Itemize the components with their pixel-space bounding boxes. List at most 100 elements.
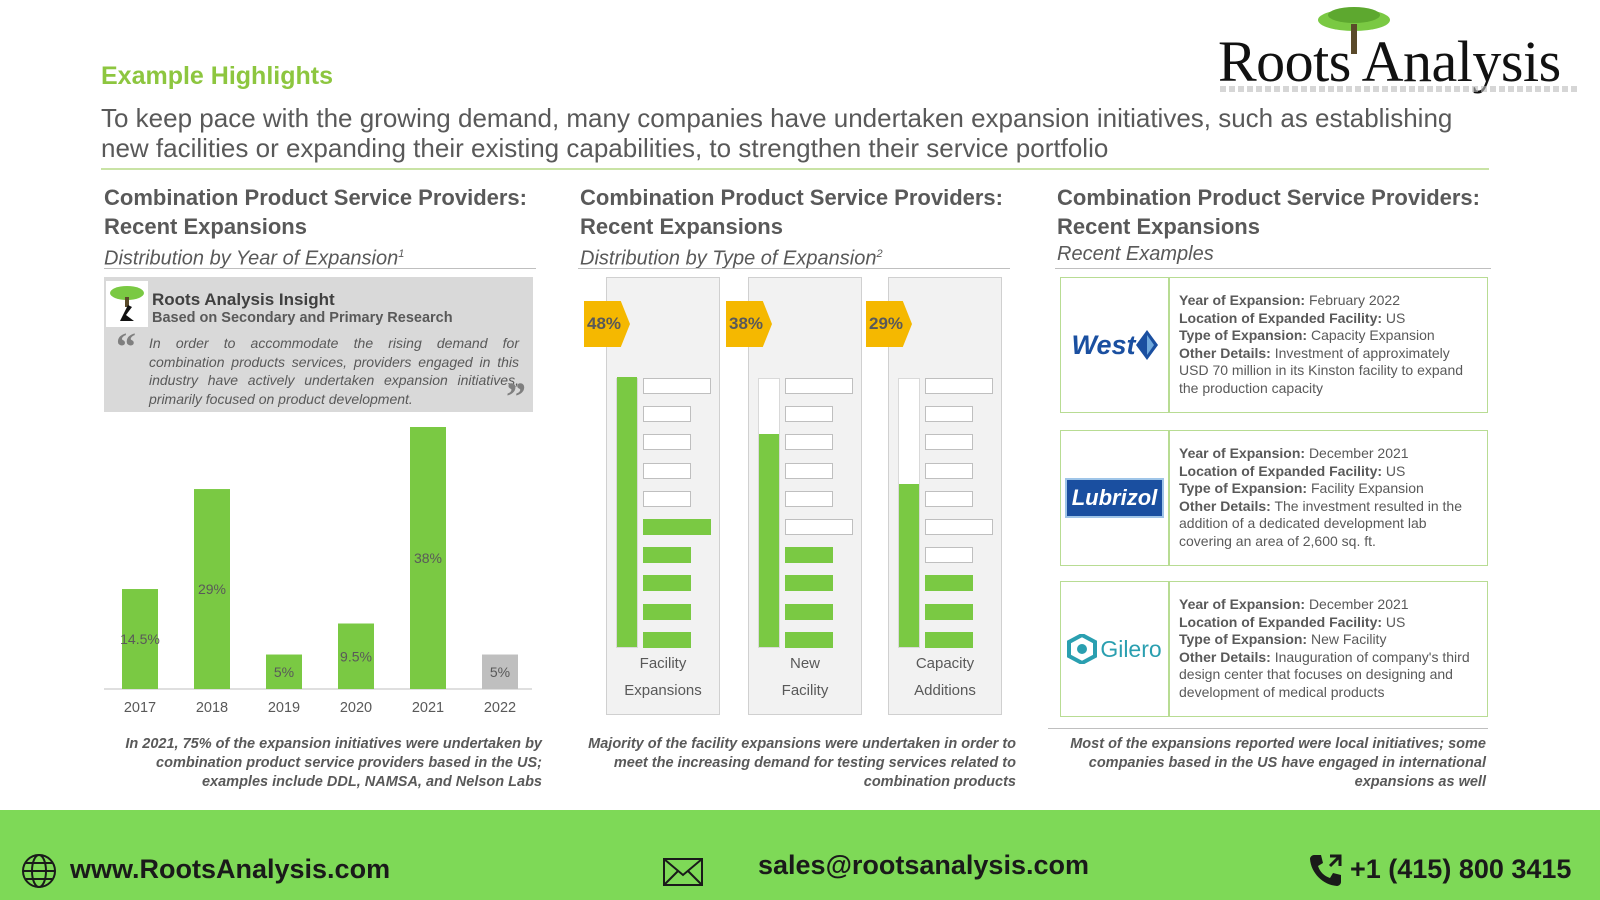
right-section-subtitle: Recent Examples (1057, 243, 1214, 265)
share-bar (616, 377, 638, 648)
company-logo-west: West (1061, 278, 1170, 412)
data-label: 5% (274, 664, 294, 680)
scale-rung (643, 603, 691, 620)
insight-body: In order to accommodate the rising deman… (149, 335, 519, 407)
middle-section-title: Combination Product Service Providers: R… (580, 185, 1003, 239)
tick-label: 2019 (268, 700, 300, 716)
example-details: Year of Expansion: December 2021 Locatio… (1179, 596, 1470, 700)
left-note: In 2021, 75% of the expansion initiative… (125, 736, 542, 790)
company-logo-gilero: Gilero (1061, 582, 1170, 716)
data-label: 29% (198, 581, 226, 597)
diamond-icon (1135, 330, 1158, 360)
tree-logo-icon (1318, 7, 1390, 54)
quote-open-icon: “ (116, 324, 136, 369)
scale-rung (785, 378, 853, 394)
logo-text: Roots Analysis (1218, 29, 1561, 94)
tree-logo-icon (110, 286, 144, 321)
scale-rung (643, 378, 711, 394)
share-bar-fill (759, 434, 779, 647)
footer: www.RootsAnalysis.com sales@rootsanalysi… (0, 810, 1600, 900)
scale-rung (643, 434, 691, 451)
scale-rung (643, 519, 711, 535)
type-label-line: Expansions (624, 682, 702, 699)
divider (1048, 728, 1488, 729)
left-section-subtitle: Distribution by Year of Expansion1 (104, 247, 405, 270)
hexagon-icon (1067, 634, 1098, 664)
insight-box: Roots Analysis Insight Based on Secondar… (104, 277, 533, 417)
bar-2022 (482, 654, 518, 689)
mail-icon (663, 858, 703, 886)
email-link[interactable]: sales@rootsanalysis.com (758, 850, 1089, 880)
scale-rung (785, 547, 833, 564)
example-details: Year of Expansion: February 2022 Locatio… (1179, 292, 1464, 396)
share-bar-fill (899, 484, 919, 647)
roots-analysis-logo: Roots Analysis (1218, 6, 1588, 98)
scale-rung (925, 406, 973, 423)
insight-logo (106, 281, 148, 327)
scale-rung (643, 462, 691, 479)
scale-rung (785, 462, 833, 479)
quote-close-icon: ” (506, 374, 526, 419)
bar-2018 (194, 489, 230, 689)
example-card-west: West Year of Expansion: February 2022 Lo… (1060, 277, 1488, 413)
type-label-line: Facility (781, 682, 829, 699)
company-name: Gilero (1100, 635, 1162, 662)
data-label: 9.5% (340, 648, 372, 664)
globe-icon (22, 854, 56, 888)
data-label: 38% (414, 550, 442, 566)
divider (578, 268, 1010, 269)
insight-subtitle: Based on Secondary and Primary Research (152, 310, 453, 326)
company-logo-lubrizol: Lubrizol (1061, 431, 1170, 565)
insight-title: Roots Analysis Insight (152, 290, 335, 309)
scale-rung (785, 434, 833, 451)
scale-rung (785, 519, 853, 535)
tick-label: 2020 (340, 700, 372, 716)
share-bar (898, 378, 920, 648)
type-label-line: Facility (639, 655, 687, 672)
scale-rung (643, 575, 691, 592)
tick-label: 2017 (124, 700, 156, 716)
scale-rung (643, 406, 691, 423)
data-label: 14.5% (120, 631, 160, 647)
scale-rung (925, 490, 973, 507)
bar-2020 (338, 623, 374, 689)
example-card-gilero: Gilero Year of Expansion: December 2021 … (1060, 581, 1488, 717)
bar-2019 (266, 654, 302, 689)
percent-badge: 48% (584, 301, 630, 347)
scale-rung (925, 575, 973, 592)
type-label: New Facility (749, 650, 861, 704)
scale-rung (785, 631, 833, 648)
scale-rung (785, 575, 833, 592)
tick-label: 2018 (196, 700, 228, 716)
example-details: Year of Expansion: December 2021 Locatio… (1179, 445, 1462, 549)
percent-badge: 29% (866, 301, 912, 347)
tick-label: 2022 (484, 700, 516, 716)
divider (1055, 268, 1491, 269)
phone-icon (1310, 854, 1342, 886)
scale-rung (785, 490, 833, 507)
scale-rung (643, 547, 691, 564)
company-name: Lubrizol (1064, 478, 1165, 518)
type-label: Capacity Additions (889, 650, 1001, 704)
scale-rung (785, 406, 833, 423)
highlights-title: Example Highlights (101, 62, 333, 90)
type-label-line: New (789, 655, 820, 672)
right-note: Most of the expansions reported were loc… (1070, 736, 1486, 790)
bar-2017 (122, 589, 158, 689)
scale-rung (925, 378, 993, 394)
left-section-title: Combination Product Service Providers: R… (104, 185, 527, 239)
bar-2021 (410, 427, 446, 689)
scale-rung (925, 519, 993, 535)
year-bar-chart: 14.5% 2017 29% 2018 5% 2019 9.5% 2020 38% 2021 5% 2… (104, 427, 532, 716)
scale-rung (925, 434, 973, 451)
data-label: 5% (490, 664, 510, 680)
scale-rung (643, 631, 691, 648)
divider (101, 168, 1489, 170)
middle-note: Majority of the facility expansions were… (588, 736, 1016, 790)
phone-link[interactable]: +1 (415) 800 3415 (1350, 854, 1572, 884)
right-section-title: Combination Product Service Providers: R… (1057, 185, 1480, 239)
scale-rung (643, 490, 691, 507)
share-bar (758, 378, 780, 648)
type-label: Facility Expansions (607, 650, 719, 704)
website-link[interactable]: www.RootsAnalysis.com (70, 854, 391, 884)
